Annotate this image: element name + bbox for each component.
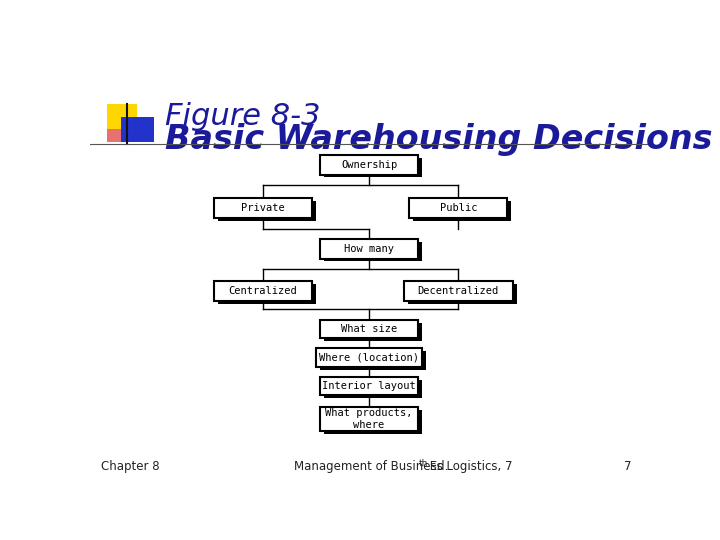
Text: th: th — [418, 459, 428, 468]
Text: Centralized: Centralized — [229, 286, 297, 296]
Bar — [218, 285, 315, 305]
Bar — [408, 285, 516, 305]
Bar — [320, 239, 418, 259]
Bar — [214, 281, 312, 301]
Text: How many: How many — [344, 244, 394, 254]
Text: 7: 7 — [624, 460, 631, 473]
Text: Where (location): Where (location) — [319, 353, 419, 362]
Bar — [316, 348, 422, 367]
Bar — [121, 117, 154, 141]
Bar — [320, 407, 418, 431]
Bar — [320, 154, 418, 174]
Bar — [218, 201, 315, 221]
Bar — [324, 241, 422, 261]
Text: What products,
where: What products, where — [325, 408, 413, 430]
Bar — [404, 281, 513, 301]
Bar — [214, 198, 312, 218]
Bar — [324, 410, 422, 434]
Text: Interior layout: Interior layout — [322, 381, 416, 391]
Bar — [320, 352, 426, 369]
Text: Public: Public — [439, 203, 477, 213]
Bar — [320, 377, 418, 395]
Text: Ownership: Ownership — [341, 160, 397, 170]
Text: What size: What size — [341, 324, 397, 334]
Text: Chapter 8: Chapter 8 — [101, 460, 160, 473]
Bar — [324, 158, 422, 178]
Text: Management of Business Logistics, 7: Management of Business Logistics, 7 — [294, 460, 512, 473]
Bar — [107, 123, 132, 141]
Bar — [413, 201, 511, 221]
Text: Figure 8-3: Figure 8-3 — [166, 102, 321, 131]
Text: Basic Warehousing Decisions: Basic Warehousing Decisions — [166, 123, 713, 156]
Text: Ed.: Ed. — [426, 460, 449, 473]
Text: Private: Private — [241, 203, 285, 213]
Bar — [410, 198, 507, 218]
Bar — [324, 380, 422, 399]
Bar — [107, 104, 138, 129]
Bar — [324, 322, 422, 341]
Bar — [320, 320, 418, 338]
Text: Decentralized: Decentralized — [418, 286, 499, 296]
